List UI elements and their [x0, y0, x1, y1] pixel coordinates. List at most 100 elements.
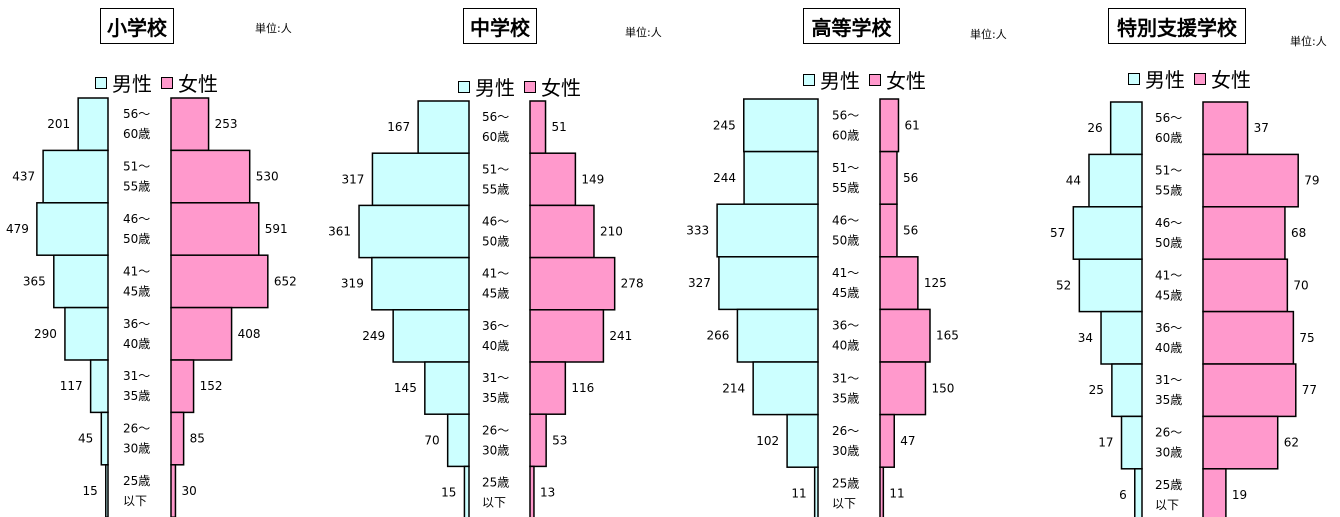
legend-item-male: 男性 — [458, 72, 515, 101]
female-value-label: 530 — [256, 170, 279, 184]
legend-label-female: 女性 — [1211, 68, 1251, 92]
male-value-label: 167 — [387, 120, 410, 134]
female-bar — [170, 464, 177, 517]
age-label-line1: 26～ — [1155, 426, 1182, 440]
legend-swatch-female — [1194, 72, 1206, 85]
pyramid-chart-junior-high: 167 51 56～ 60歳 317 149 51～ 55歳 361 210 46～ 50歳 319 27… — [328, 100, 644, 517]
male-value-label: 249 — [362, 329, 385, 343]
legend-swatch-male — [95, 76, 107, 89]
male-bar — [1109, 101, 1143, 156]
age-label-line1: 26～ — [832, 424, 859, 438]
female-value-label: 210 — [600, 225, 623, 239]
male-value-label: 44 — [1066, 174, 1081, 188]
female-bar — [529, 465, 535, 517]
male-bar — [716, 203, 819, 258]
male-bar — [1134, 468, 1143, 517]
age-label-line2: 35歳 — [123, 389, 150, 403]
legend-label-female: 女性 — [541, 76, 581, 100]
age-label-line2: 40歳 — [832, 339, 859, 353]
age-label-line2: 55歳 — [1155, 184, 1182, 198]
male-bar — [424, 361, 470, 415]
female-bar — [879, 256, 919, 311]
legend-label-male: 男性 — [112, 72, 152, 96]
legend-label-male: 男性 — [820, 69, 860, 93]
age-label-line2: 以下 — [832, 497, 856, 511]
male-value-label: 319 — [341, 277, 364, 291]
age-label-line2: 30歳 — [482, 443, 509, 457]
age-label-line2: 60歳 — [1155, 131, 1182, 145]
age-label-line1: 26～ — [123, 422, 150, 436]
legend-label-male: 男性 — [1145, 68, 1185, 92]
age-label-line1: 56～ — [832, 108, 859, 122]
female-bar — [529, 309, 605, 363]
male-bar — [813, 466, 819, 517]
female-value-label: 85 — [190, 432, 205, 446]
male-value-label: 6 — [1119, 488, 1127, 502]
legend-item-male: 男性 — [1128, 64, 1185, 93]
male-value-label: 437 — [12, 170, 35, 184]
age-label-line2: 35歳 — [482, 391, 509, 405]
age-label-line2: 60歳 — [482, 130, 509, 144]
female-bar — [1202, 415, 1279, 470]
male-value-label: 15 — [441, 486, 456, 500]
age-label-line2: 30歳 — [832, 444, 859, 458]
male-value-label: 266 — [706, 329, 729, 343]
age-label-line1: 51～ — [482, 162, 509, 176]
age-label-line1: 36～ — [482, 319, 509, 333]
age-label-line1: 46～ — [832, 214, 859, 228]
age-label-line2: 55歳 — [482, 182, 509, 196]
male-value-label: 45 — [78, 432, 93, 446]
age-label-line1: 56～ — [482, 110, 509, 124]
chart-legend: 男性 女性 — [803, 65, 935, 94]
unit-label: 単位:人 — [1290, 35, 1327, 48]
male-value-label: 70 — [424, 433, 439, 447]
age-label-line1: 51～ — [123, 160, 150, 174]
age-label-line2: 45歳 — [482, 287, 509, 301]
age-label-line1: 25歳 — [123, 474, 150, 488]
female-value-label: 125 — [924, 276, 947, 290]
age-label-line2: 30歳 — [123, 442, 150, 456]
age-label-line2: 35歳 — [832, 391, 859, 405]
age-label-line1: 41～ — [482, 267, 509, 281]
female-value-label: 51 — [552, 120, 567, 134]
male-bar — [1078, 258, 1143, 313]
female-value-label: 149 — [581, 172, 604, 186]
unit-label: 単位:人 — [255, 22, 292, 35]
unit-label: 単位:人 — [625, 26, 662, 39]
age-label-line1: 26～ — [482, 423, 509, 437]
female-value-label: 56 — [903, 171, 918, 185]
male-value-label: 244 — [713, 171, 736, 185]
male-bar — [392, 309, 470, 363]
female-bar — [1202, 101, 1249, 156]
chart-legend: 男性 女性 — [95, 68, 227, 97]
female-value-label: 37 — [1254, 121, 1269, 135]
male-value-label: 11 — [791, 487, 806, 501]
male-value-label: 214 — [722, 381, 745, 395]
legend-item-female: 女性 — [161, 68, 218, 97]
age-label-line2: 40歳 — [1155, 341, 1182, 355]
female-value-label: 68 — [1291, 226, 1306, 240]
female-value-label: 70 — [1293, 278, 1308, 292]
female-value-label: 116 — [571, 381, 594, 395]
chart-title: 高等学校 — [803, 8, 900, 44]
age-label-line2: 30歳 — [1155, 446, 1182, 460]
male-bar — [77, 97, 109, 152]
age-label-line1: 46～ — [123, 212, 150, 226]
male-bar — [371, 256, 470, 311]
male-bar — [1072, 206, 1143, 260]
male-value-label: 327 — [688, 276, 711, 290]
age-label-line2: 以下 — [1155, 498, 1179, 512]
age-label-line1: 46～ — [482, 215, 509, 229]
male-value-label: 365 — [23, 274, 46, 288]
age-label-line2: 45歳 — [832, 286, 859, 300]
male-bar — [105, 464, 109, 517]
age-label-line1: 51～ — [832, 161, 859, 175]
chart-title: 中学校 — [463, 8, 537, 44]
age-label-line2: 60歳 — [123, 127, 150, 141]
legend-swatch-male — [458, 80, 470, 93]
male-value-label: 25 — [1089, 383, 1104, 397]
age-label-line1: 25歳 — [482, 476, 509, 490]
age-label-line2: 40歳 — [123, 337, 150, 351]
female-value-label: 77 — [1302, 383, 1317, 397]
